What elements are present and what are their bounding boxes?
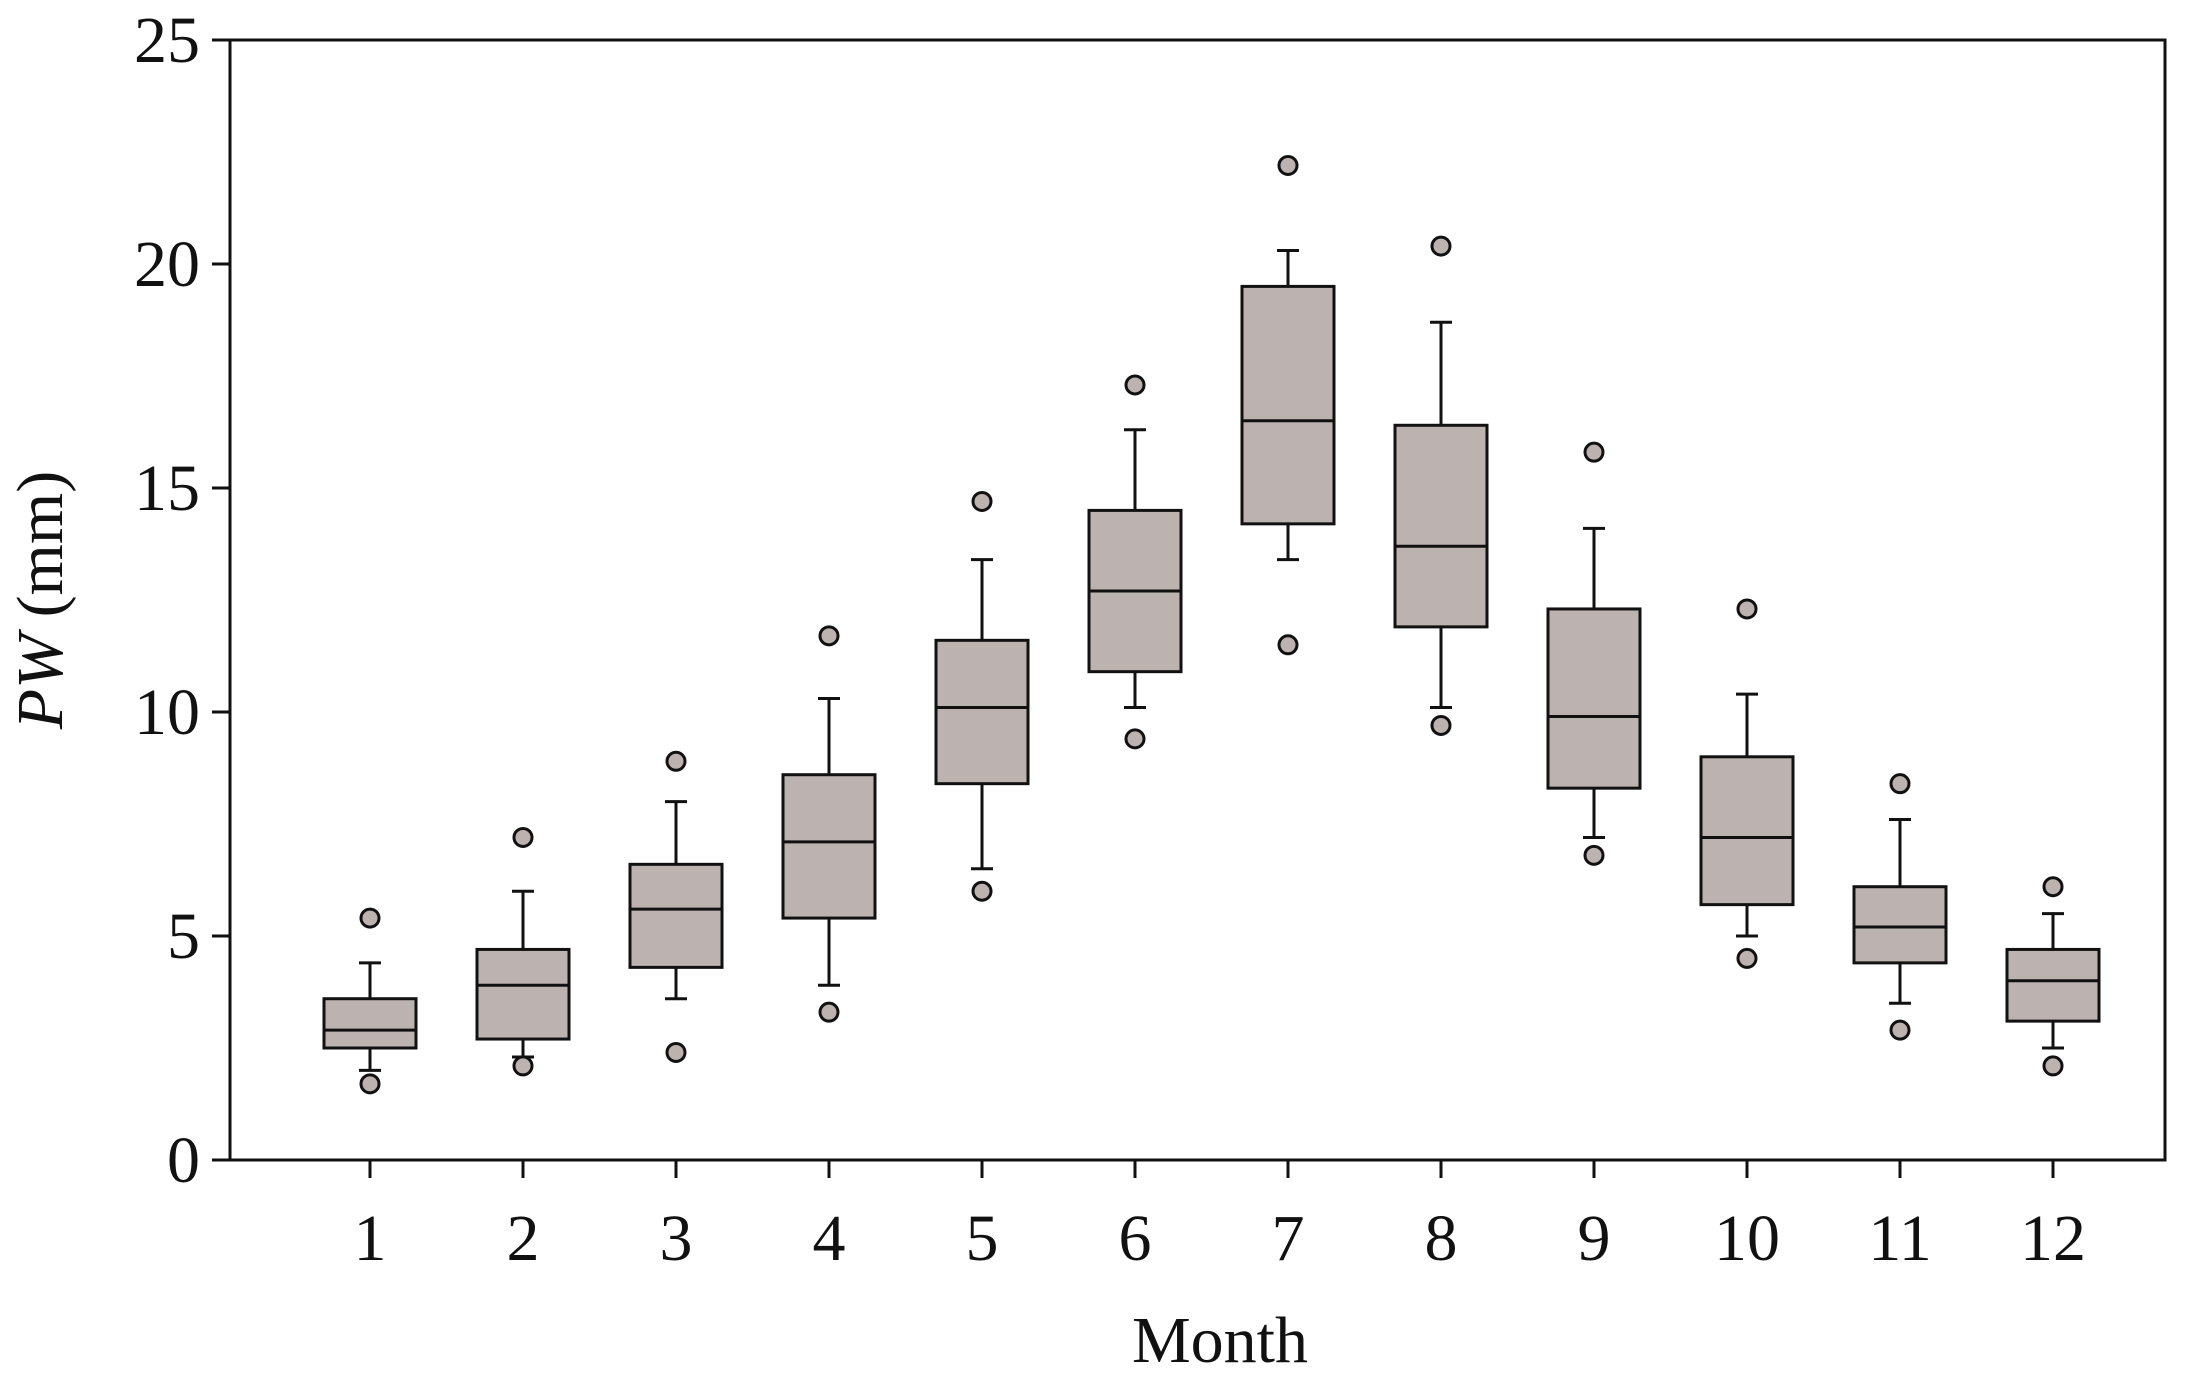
y-axis-title: PW (mm) xyxy=(4,471,77,730)
x-tick-label: 2 xyxy=(507,1202,540,1275)
box-month-1 xyxy=(322,907,418,1095)
iqr-box xyxy=(2005,947,2101,1023)
iqr-box xyxy=(1699,755,1795,907)
box-month-6 xyxy=(1087,374,1183,750)
box-month-3 xyxy=(628,750,724,1063)
y-axis-title-unit: (mm) xyxy=(4,471,77,634)
iqr-box xyxy=(322,997,418,1050)
box-month-10 xyxy=(1699,598,1795,969)
outlier-point xyxy=(1277,154,1299,176)
iqr-box xyxy=(475,947,571,1041)
box-month-7 xyxy=(1240,154,1336,656)
outlier-point xyxy=(971,490,993,512)
x-axis: 1 2 3 4 5 6 7 8 9 10 11 12 xyxy=(354,1160,2086,1275)
outlier-point xyxy=(512,826,534,848)
outlier-point xyxy=(1736,947,1758,969)
y-tick-label: 5 xyxy=(167,900,200,973)
y-axis: 0 5 10 15 20 25 xyxy=(134,4,230,1197)
y-axis-title-main: PW xyxy=(4,629,77,730)
iqr-box xyxy=(1393,423,1489,629)
iqr-box xyxy=(781,773,877,920)
box-month-12 xyxy=(2005,876,2101,1077)
x-tick-label: 6 xyxy=(1119,1202,1152,1275)
outlier-point xyxy=(971,880,993,902)
box-month-11 xyxy=(1852,773,1948,1041)
iqr-box xyxy=(934,638,1030,786)
x-tick-label: 5 xyxy=(966,1202,999,1275)
outlier-point xyxy=(1736,598,1758,620)
iqr-box xyxy=(628,862,724,969)
box-month-9 xyxy=(1546,441,1642,866)
x-axis-title: Month xyxy=(1132,1304,1308,1377)
x-tick-label: 11 xyxy=(1868,1202,1932,1275)
outlier-point xyxy=(1583,441,1605,463)
iqr-box xyxy=(1852,885,1948,965)
outlier-point xyxy=(1124,374,1146,396)
outlier-point xyxy=(359,907,381,929)
x-tick-label: 10 xyxy=(1714,1202,1780,1275)
plot-frame xyxy=(228,38,2167,1162)
outlier-point xyxy=(818,625,840,647)
box-month-8 xyxy=(1393,235,1489,736)
y-tick-label: 15 xyxy=(134,452,200,525)
x-tick-label: 12 xyxy=(2020,1202,2086,1275)
iqr-box xyxy=(1240,284,1336,526)
boxes xyxy=(322,154,2101,1095)
outlier-point xyxy=(2042,876,2064,898)
x-tick-label: 1 xyxy=(354,1202,387,1275)
box-month-5 xyxy=(934,490,1030,902)
x-tick-label: 3 xyxy=(660,1202,693,1275)
iqr-box xyxy=(1546,607,1642,790)
outlier-point xyxy=(1277,634,1299,656)
plot-frame-border xyxy=(228,38,2167,1162)
outlier-point xyxy=(359,1073,381,1095)
outlier-point xyxy=(1889,1019,1911,1041)
y-tick-label: 20 xyxy=(134,228,200,301)
outlier-point xyxy=(1430,714,1452,736)
box-month-2 xyxy=(475,826,571,1077)
outlier-point xyxy=(2042,1055,2064,1077)
x-tick-label: 7 xyxy=(1272,1202,1305,1275)
outlier-point xyxy=(1430,235,1452,257)
x-tick-label: 9 xyxy=(1578,1202,1611,1275)
outlier-point xyxy=(818,1001,840,1023)
y-tick-label: 0 xyxy=(167,1124,200,1197)
outlier-point xyxy=(1889,773,1911,795)
outlier-point xyxy=(665,750,687,772)
outlier-point xyxy=(1124,728,1146,750)
x-tick-label: 8 xyxy=(1425,1202,1458,1275)
x-tick-label: 4 xyxy=(813,1202,846,1275)
outlier-point xyxy=(1583,844,1605,866)
y-tick-label: 25 xyxy=(134,4,200,77)
outlier-point xyxy=(665,1041,687,1063)
outlier-point xyxy=(512,1055,534,1077)
box-month-4 xyxy=(781,625,877,1023)
y-tick-label: 10 xyxy=(134,676,200,749)
